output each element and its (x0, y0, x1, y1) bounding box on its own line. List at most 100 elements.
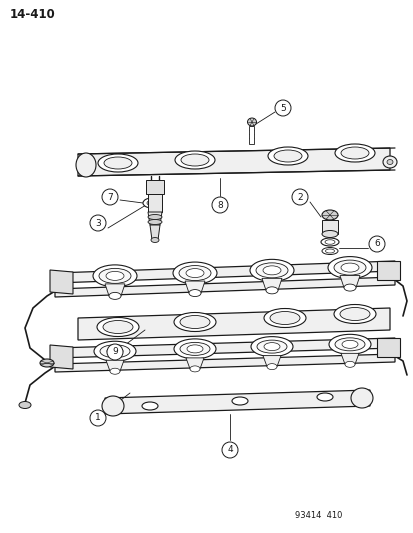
Ellipse shape (334, 338, 364, 351)
Circle shape (274, 100, 290, 116)
Ellipse shape (263, 309, 305, 327)
Ellipse shape (106, 271, 124, 280)
Ellipse shape (255, 263, 287, 278)
Ellipse shape (320, 238, 338, 246)
Ellipse shape (175, 151, 214, 169)
Ellipse shape (321, 210, 337, 220)
Polygon shape (78, 148, 389, 176)
Ellipse shape (100, 345, 130, 358)
Ellipse shape (151, 238, 159, 243)
Ellipse shape (249, 260, 293, 281)
Text: 14-410: 14-410 (10, 8, 56, 21)
Ellipse shape (269, 311, 299, 325)
Ellipse shape (147, 220, 161, 224)
Ellipse shape (267, 147, 307, 165)
Ellipse shape (147, 214, 161, 220)
Ellipse shape (273, 150, 301, 162)
Ellipse shape (147, 200, 157, 206)
Ellipse shape (99, 269, 131, 284)
Circle shape (90, 215, 106, 231)
Polygon shape (340, 353, 358, 365)
Ellipse shape (185, 269, 204, 278)
Ellipse shape (256, 340, 286, 353)
Ellipse shape (173, 312, 216, 332)
Polygon shape (55, 261, 394, 283)
Ellipse shape (110, 368, 120, 374)
Ellipse shape (262, 266, 280, 275)
Ellipse shape (93, 265, 137, 287)
Ellipse shape (333, 260, 365, 275)
Circle shape (107, 344, 123, 360)
Circle shape (368, 236, 384, 252)
Ellipse shape (250, 337, 292, 357)
Polygon shape (105, 390, 369, 414)
Polygon shape (339, 276, 359, 288)
Ellipse shape (333, 304, 375, 324)
Polygon shape (376, 338, 399, 357)
Ellipse shape (173, 339, 216, 359)
Ellipse shape (180, 154, 209, 166)
Ellipse shape (98, 154, 138, 172)
Ellipse shape (102, 396, 124, 416)
Text: 93414  410: 93414 410 (294, 511, 342, 520)
Bar (249, 126, 254, 144)
Ellipse shape (231, 397, 247, 405)
Bar (147, 194, 161, 212)
Ellipse shape (328, 334, 370, 354)
Ellipse shape (142, 402, 158, 410)
Polygon shape (55, 338, 394, 358)
Ellipse shape (316, 393, 332, 401)
Ellipse shape (266, 287, 277, 294)
Ellipse shape (327, 256, 371, 279)
Polygon shape (150, 225, 159, 240)
Circle shape (102, 189, 118, 205)
Circle shape (221, 442, 237, 458)
Text: 1: 1 (95, 414, 101, 423)
Polygon shape (261, 278, 281, 290)
Ellipse shape (325, 249, 334, 253)
Ellipse shape (142, 198, 161, 208)
Polygon shape (55, 354, 394, 372)
Text: 6: 6 (373, 239, 379, 248)
Bar (146, 180, 164, 194)
Bar (321, 220, 337, 234)
Ellipse shape (247, 118, 256, 126)
Polygon shape (106, 360, 124, 372)
Ellipse shape (341, 341, 357, 349)
Polygon shape (147, 212, 161, 225)
Ellipse shape (97, 318, 139, 336)
Ellipse shape (103, 320, 133, 334)
Ellipse shape (173, 262, 216, 284)
Ellipse shape (321, 230, 337, 238)
Ellipse shape (190, 366, 199, 372)
Ellipse shape (334, 144, 374, 162)
Ellipse shape (187, 345, 202, 353)
Polygon shape (78, 308, 389, 340)
Polygon shape (105, 284, 125, 296)
Text: 9: 9 (112, 348, 118, 357)
Polygon shape (376, 261, 399, 280)
Ellipse shape (107, 347, 123, 355)
Text: 7: 7 (107, 192, 113, 201)
Polygon shape (50, 345, 73, 369)
Text: 5: 5 (280, 103, 285, 112)
Circle shape (90, 410, 106, 426)
Ellipse shape (19, 401, 31, 408)
Polygon shape (185, 281, 204, 293)
Ellipse shape (350, 388, 372, 408)
Ellipse shape (339, 308, 369, 320)
Ellipse shape (178, 265, 211, 280)
Text: 2: 2 (297, 192, 302, 201)
Ellipse shape (344, 361, 354, 367)
Ellipse shape (382, 156, 396, 168)
Ellipse shape (340, 263, 358, 272)
Text: 3: 3 (95, 219, 101, 228)
Ellipse shape (94, 341, 136, 361)
Ellipse shape (104, 157, 132, 169)
Ellipse shape (340, 147, 368, 159)
Polygon shape (262, 356, 280, 367)
Text: 4: 4 (227, 446, 232, 455)
Ellipse shape (40, 359, 54, 367)
Text: 8: 8 (216, 200, 222, 209)
Ellipse shape (386, 159, 392, 165)
